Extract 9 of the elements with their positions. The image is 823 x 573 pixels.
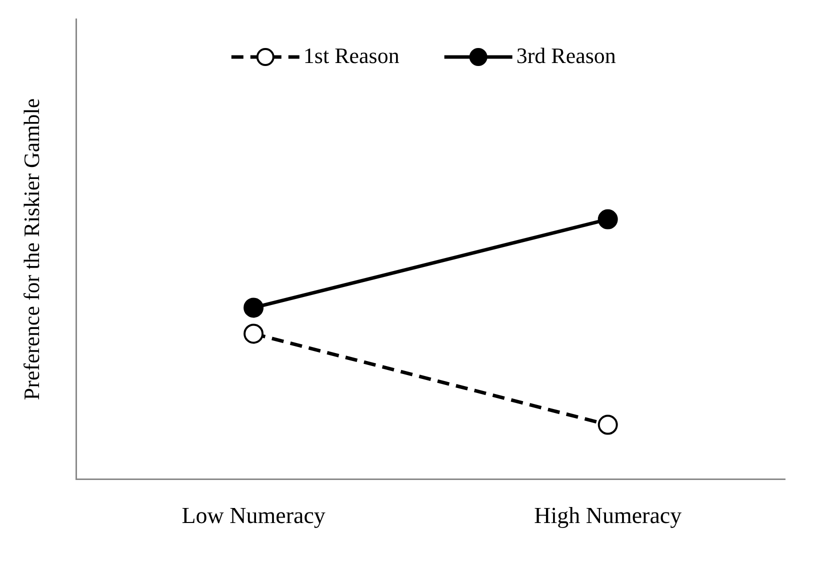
- point: [244, 298, 264, 318]
- point: [244, 324, 264, 344]
- x-tick-label: Low Numeracy: [182, 503, 326, 528]
- legend-label: 3rd Reason: [516, 42, 616, 68]
- point: [598, 209, 618, 230]
- x-tick-label: High Numeracy: [534, 503, 682, 528]
- point: [598, 414, 618, 435]
- y-axis-title: Preference for the Riskier Gamble: [18, 98, 44, 400]
- legend-label: 1st Reason: [303, 42, 400, 68]
